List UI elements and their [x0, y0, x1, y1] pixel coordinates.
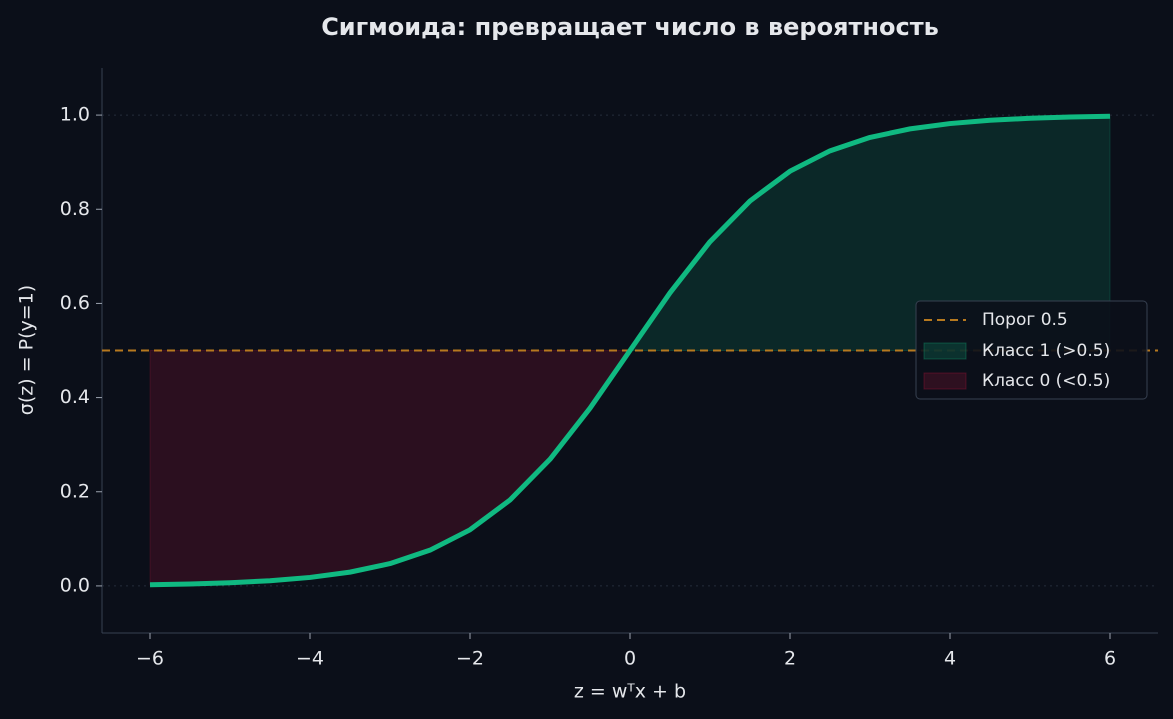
y-tick-label: 0.0	[60, 574, 90, 596]
x-tick-label: −6	[136, 648, 164, 670]
x-axis-label: z = wᵀx + b	[574, 681, 686, 703]
x-tick-label: 4	[944, 648, 956, 670]
y-axis-label: σ(z) = P(y=1)	[16, 285, 38, 415]
legend-swatch	[923, 342, 967, 360]
legend-label: Порог 0.5	[982, 310, 1068, 330]
legend-label: Класс 0 (<0.5)	[982, 371, 1110, 391]
y-tick-label: 0.4	[60, 386, 90, 408]
chart-title: Сигмоида: превращает число в вероятность	[321, 13, 939, 41]
x-tick-label: −2	[456, 648, 484, 670]
y-tick-label: 0.2	[60, 480, 90, 502]
y-tick-label: 0.6	[60, 292, 90, 314]
legend-label: Класс 1 (>0.5)	[982, 341, 1110, 361]
x-tick-label: 2	[784, 648, 796, 670]
legend-box	[915, 300, 1148, 400]
y-tick-label: 1.0	[60, 104, 90, 126]
y-tick-label: 0.8	[60, 198, 90, 220]
legend-swatch	[923, 372, 967, 390]
x-tick-label: −4	[296, 648, 324, 670]
sigmoid-line	[149, 113, 1111, 588]
x-tick-label: 0	[624, 648, 636, 670]
x-tick-label: 6	[1104, 648, 1116, 670]
